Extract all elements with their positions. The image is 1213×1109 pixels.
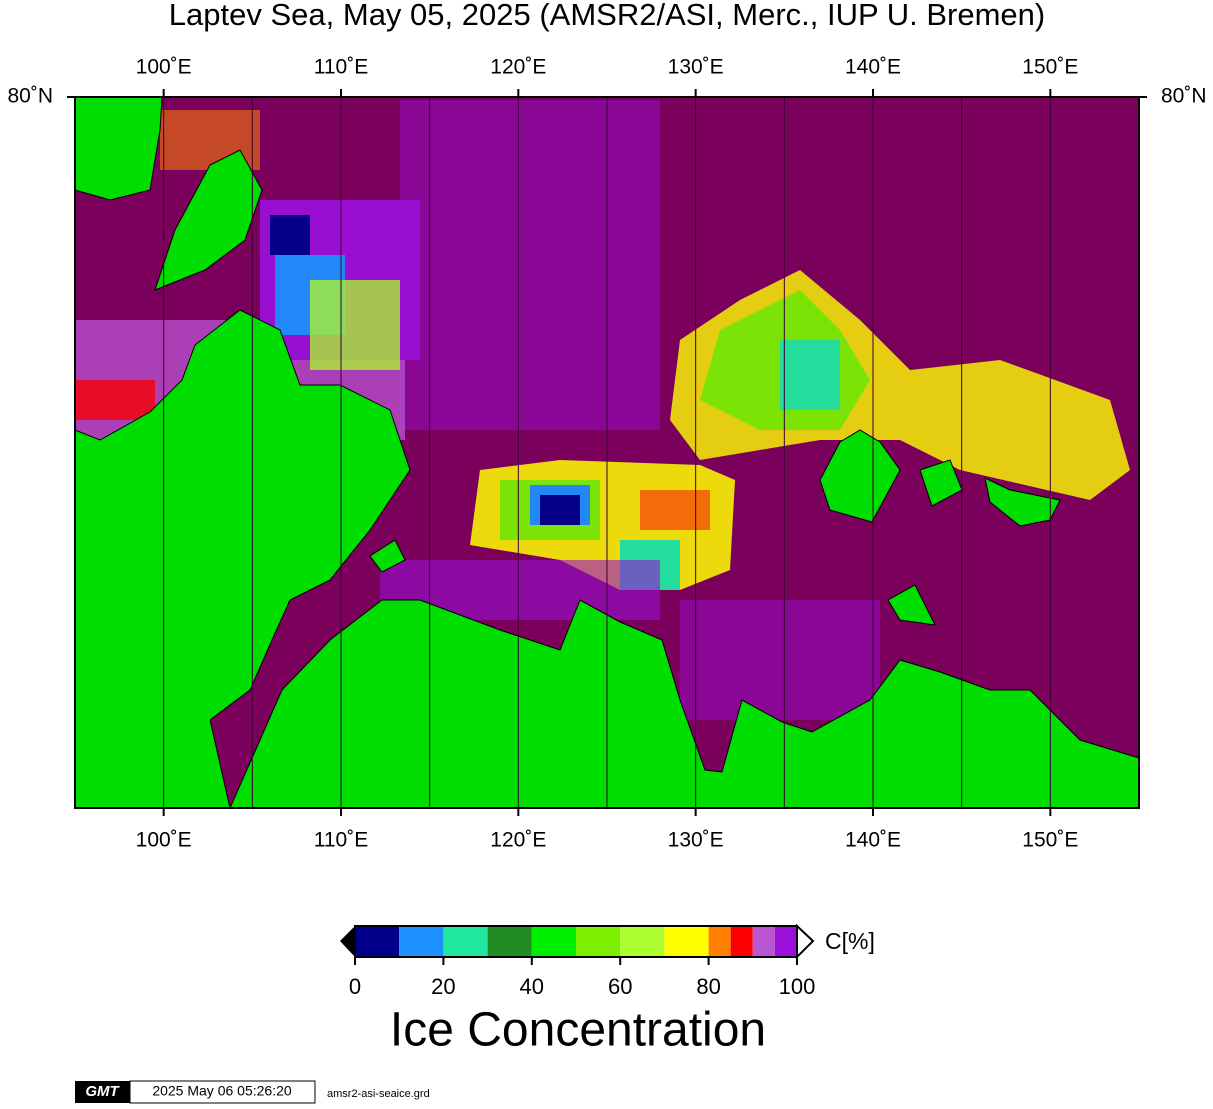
colorbar-title: Ice Concentration xyxy=(390,1004,766,1057)
map-frame xyxy=(74,96,1140,809)
colorbar-frame xyxy=(354,925,798,958)
lon-label: 140˚E xyxy=(845,829,901,852)
colorbar-tick-label: 20 xyxy=(431,974,455,999)
colorbar-segment xyxy=(620,926,665,957)
lon-label: 130˚E xyxy=(668,829,724,852)
colorbar-segment xyxy=(708,926,731,957)
lon-label: 100˚E xyxy=(136,56,192,79)
graticule xyxy=(163,97,1051,808)
colorbar-segment xyxy=(399,926,444,957)
colorbar-tick-label: 100 xyxy=(779,974,816,999)
map xyxy=(74,96,1140,809)
colorbar-tick-label: 0 xyxy=(349,974,361,999)
lon-label: 150˚E xyxy=(1022,829,1078,852)
land xyxy=(74,96,1140,809)
colorbar-segment xyxy=(730,926,753,957)
lat-label: 80˚N xyxy=(7,85,53,108)
lon-label: 100˚E xyxy=(136,829,192,852)
colorbar-tick-label: 80 xyxy=(696,974,720,999)
file-name: amsr2-asi-seaice.grd xyxy=(327,1088,430,1100)
footer: GMT 2025 May 06 05:26:20 amsr2-asi-seaic… xyxy=(75,1080,430,1104)
colorbar-under xyxy=(340,926,355,957)
colorbar-tick-label: 60 xyxy=(608,974,632,999)
colorbar-over xyxy=(796,923,815,960)
timestamp: 2025 May 06 05:26:20 xyxy=(152,1083,292,1099)
colorbar-unit: C[%] xyxy=(825,928,875,954)
lon-label: 120˚E xyxy=(490,56,546,79)
lon-label: 120˚E xyxy=(490,829,546,852)
colorbar-segment xyxy=(664,926,709,957)
lat-label: 80˚N xyxy=(1161,85,1207,108)
lon-label: 130˚E xyxy=(668,56,724,79)
lon-label: 110˚E xyxy=(314,56,368,79)
logo-box xyxy=(75,1081,130,1103)
lon-label: 140˚E xyxy=(845,56,901,79)
colorbar-segment xyxy=(355,926,400,957)
lon-label: 110˚E xyxy=(314,829,368,852)
timestamp-box xyxy=(129,1080,316,1104)
ice-patches xyxy=(75,100,1130,720)
colorbar-segment xyxy=(531,926,576,957)
map-title: Laptev Sea, May 05, 2025 (AMSR2/ASI, Mer… xyxy=(169,0,1045,32)
colorbar-segment xyxy=(774,926,797,957)
colorbar-segment xyxy=(576,926,621,957)
colorbar-segment xyxy=(752,926,775,957)
colorbar: 0 20 40 60 80 100 xyxy=(340,923,816,999)
colorbar-tick-label: 40 xyxy=(520,974,544,999)
colorbar-segment xyxy=(487,926,532,957)
lon-label: 150˚E xyxy=(1022,56,1078,79)
colorbar-segment xyxy=(443,926,488,957)
logo: GMT xyxy=(85,1083,120,1100)
